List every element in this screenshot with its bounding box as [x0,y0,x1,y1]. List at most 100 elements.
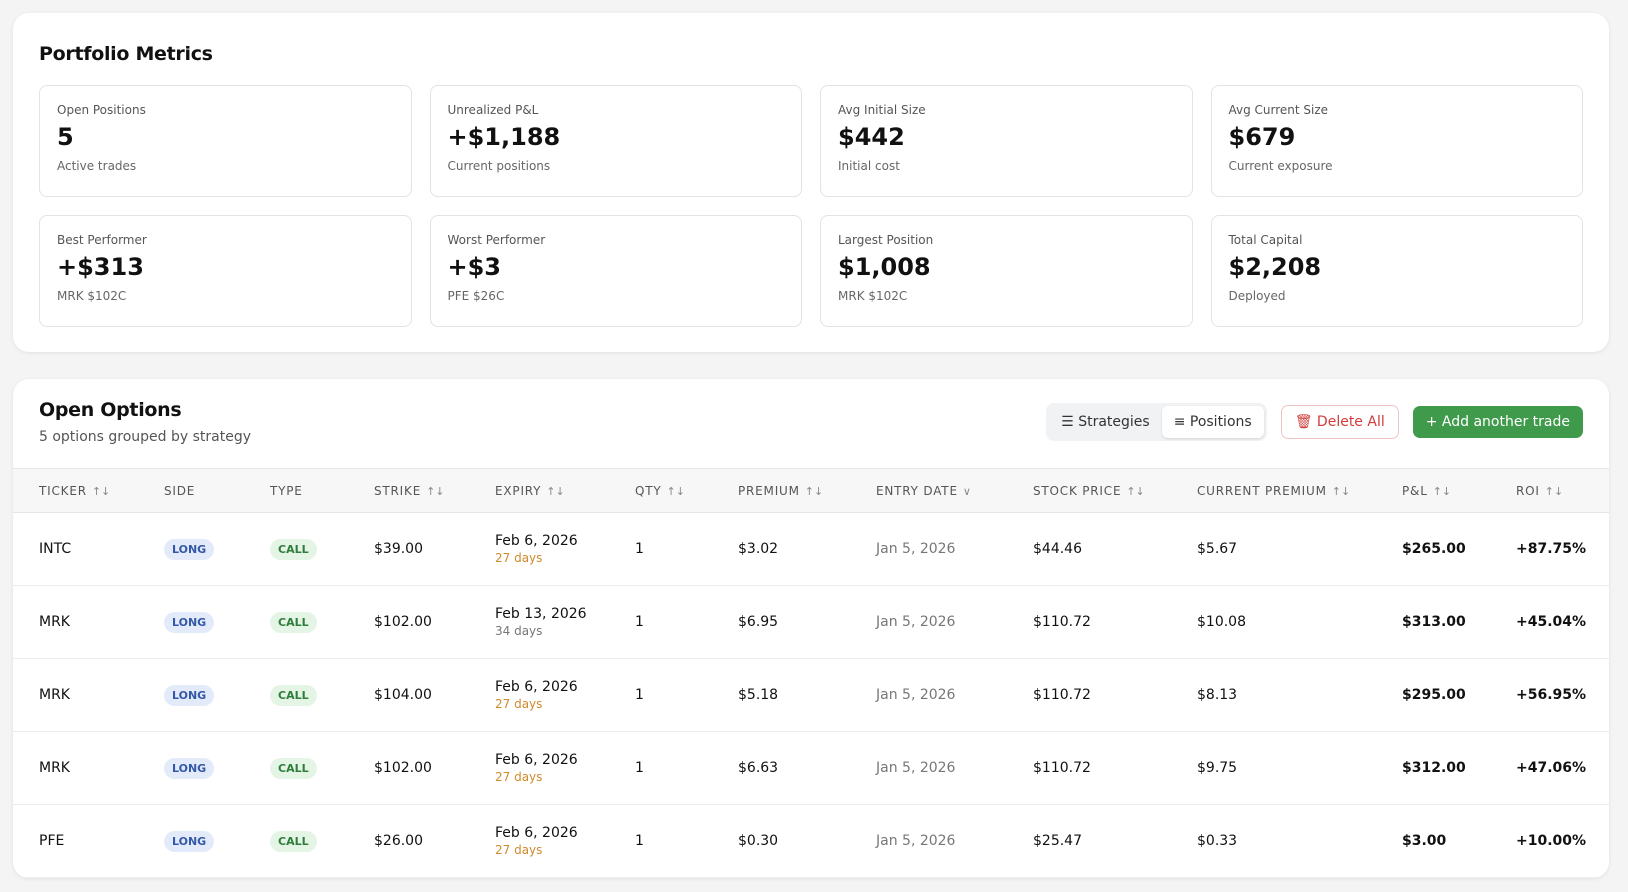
metric-card: Open Positions 5 Active trades [39,85,412,197]
cell: $26.00 [373,804,494,878]
strike: $39.00 [374,541,423,557]
cell: Feb 6, 2026 27 days [494,512,634,586]
pnl: $3.00 [1402,833,1447,849]
cell: $6.63 [737,731,875,805]
type-badge: CALL [270,611,317,633]
column-header[interactable]: EXPIRY ↑↓ [494,468,634,513]
column-header[interactable]: STRIKE ↑↓ [373,468,494,513]
header-row: TICKER ↑↓ SIDE TYPE STRIKE ↑↓ EXPIRY ↑↓ QTY ↑↓ PRE… [13,468,1609,513]
column-header[interactable]: STOCK PRICE ↑↓ [1032,468,1196,513]
cell: LONG [163,804,269,878]
ticker: MRK [39,614,70,630]
cell: $110.72 [1032,658,1196,732]
current-premium: $10.08 [1197,614,1246,630]
entry-date: Jan 5, 2026 [876,687,956,703]
sort-icon: ↑↓ [1331,484,1351,498]
column-label: STOCK PRICE [1033,483,1122,498]
type-badge: CALL [270,830,317,852]
metric-note: MRK $102C [838,289,908,303]
entry-date: Jan 5, 2026 [876,541,956,557]
cell: $39.00 [373,512,494,586]
cell: LONG [163,512,269,586]
sort-icon: ↑↓ [1432,484,1452,498]
side-badge: LONG [164,830,215,852]
sort-icon: ↑↓ [1544,484,1564,498]
column-header[interactable]: QTY ↑↓ [634,468,737,513]
cell: $104.00 [373,658,494,732]
cell: $0.30 [737,804,875,878]
metric-note: Active trades [57,159,137,173]
side-badge: LONG [164,684,215,706]
cell: $3.02 [737,512,875,586]
cell: 1 [634,658,737,732]
cell: 1 [634,585,737,659]
side-badge: LONG [164,611,215,633]
cell: $102.00 [373,731,494,805]
delete-all-button[interactable]: 🗑 Delete All [1280,405,1399,439]
stock-price: $110.72 [1033,614,1091,630]
metric-value: +$313 [57,253,144,281]
premium: $6.95 [738,614,779,630]
button-label: Delete All [1316,414,1385,430]
days-left: 34 days [495,624,543,638]
cell: Jan 5, 2026 [875,512,1032,586]
qty: 1 [635,760,644,776]
expiry: Feb 13, 2026 [495,606,587,622]
expiry: Feb 6, 2026 [495,679,578,695]
cell: CALL [269,731,373,805]
entry-date: Jan 5, 2026 [876,614,956,630]
cell: Feb 6, 2026 27 days [494,731,634,805]
cell: CALL [269,512,373,586]
current-premium: $5.67 [1197,541,1238,557]
strike: $26.00 [374,833,423,849]
metric-label: Best Performer [57,233,147,247]
strike: $102.00 [374,614,432,630]
column-header[interactable]: PREMIUM ↑↓ [737,468,875,513]
column-header[interactable]: TICKER ↑↓ [13,468,163,513]
metric-label: Worst Performer [447,233,546,247]
options-subtitle: 5 options grouped by strategy [39,429,251,445]
options-title: Open Options [39,399,182,421]
type-badge: CALL [270,538,317,560]
column-header[interactable]: ROI ↑↓ [1515,468,1609,513]
side-badge: LONG [164,757,215,779]
cell: CALL [269,658,373,732]
column-header: TYPE [269,468,373,513]
column-label: SIDE [164,483,196,498]
metric-card: Unrealized P&L +$1,188 Current positions [429,85,802,197]
stock-price: $110.72 [1033,760,1091,776]
strategies-button[interactable]: ☰ Strategies [1061,414,1150,430]
metric-note: PFE $26C [447,289,505,303]
option-row: PFE LONG CALL $26.00 Feb 6, 2026 27 days 1 $0.3… [13,804,1609,878]
column-header[interactable]: ENTRY DATE ∨ [875,468,1032,513]
cell: +47.06% [1515,731,1609,805]
cell: LONG [163,658,269,732]
add-trade-button[interactable]: + Add another trade [1412,406,1583,438]
cell: MRK [13,585,163,659]
cell: $110.72 [1032,731,1196,805]
cell: 1 [634,731,737,805]
cell: 1 [634,512,737,586]
metric-note: Deployed [1228,289,1286,303]
cell: LONG [163,731,269,805]
metric-label: Open Positions [57,103,146,117]
cell: Feb 6, 2026 27 days [494,804,634,878]
stock-price: $25.47 [1033,833,1082,849]
sort-icon: ∨ [962,484,971,498]
metric-label: Avg Current Size [1228,103,1329,117]
cell: MRK [13,731,163,805]
button-label: Add another trade [1441,414,1570,430]
roi: +10.00% [1516,833,1587,849]
qty: 1 [635,541,644,557]
strike: $104.00 [374,687,432,703]
positions-button[interactable]: ≡ Positions [1161,406,1264,438]
column-header[interactable]: CURRENT PREMIUM ↑↓ [1196,468,1401,513]
option-row: INTC LONG CALL $39.00 Feb 6, 2026 27 days 1 $3.… [13,512,1609,586]
column-header: SIDE [163,468,269,513]
column-header[interactable]: P&L ↑↓ [1401,468,1515,513]
cell: +10.00% [1515,804,1609,878]
column-label: PREMIUM [738,483,800,498]
option-row: MRK LONG CALL $104.00 Feb 6, 2026 27 days 1 $5.… [13,658,1609,732]
cell: $265.00 [1401,512,1515,586]
roi: +47.06% [1516,760,1587,776]
